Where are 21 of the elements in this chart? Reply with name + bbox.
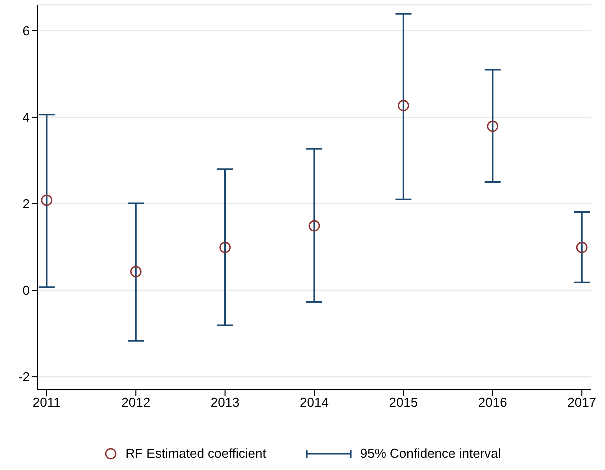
- point: [220, 242, 231, 254]
- point: [398, 100, 410, 112]
- text: 95% Confidence interval: [360, 446, 502, 461]
- y-tick-label: 0: [22, 283, 30, 298]
- x-tick-label: 2017: [568, 395, 597, 410]
- point: [41, 194, 53, 206]
- x-tick-label: 2015: [389, 395, 418, 410]
- y-tick-label: 6: [22, 24, 30, 39]
- y-tick-label: 4: [22, 110, 30, 126]
- x-tick-label: 2011: [32, 395, 61, 410]
- x-tick-label: 2012: [122, 395, 151, 410]
- point: [130, 266, 142, 278]
- x-tick-label: 2016: [478, 395, 508, 410]
- x-tick-label: 2013: [210, 395, 240, 410]
- point: [487, 120, 499, 132]
- point: [308, 220, 320, 232]
- y-tick-label: 2: [22, 196, 30, 212]
- point: [576, 242, 588, 254]
- y-tick-label: -2: [18, 370, 30, 385]
- x-tick-label: 2014: [300, 395, 329, 410]
- legend-label: RF Estimated coefficient: [126, 446, 266, 461]
